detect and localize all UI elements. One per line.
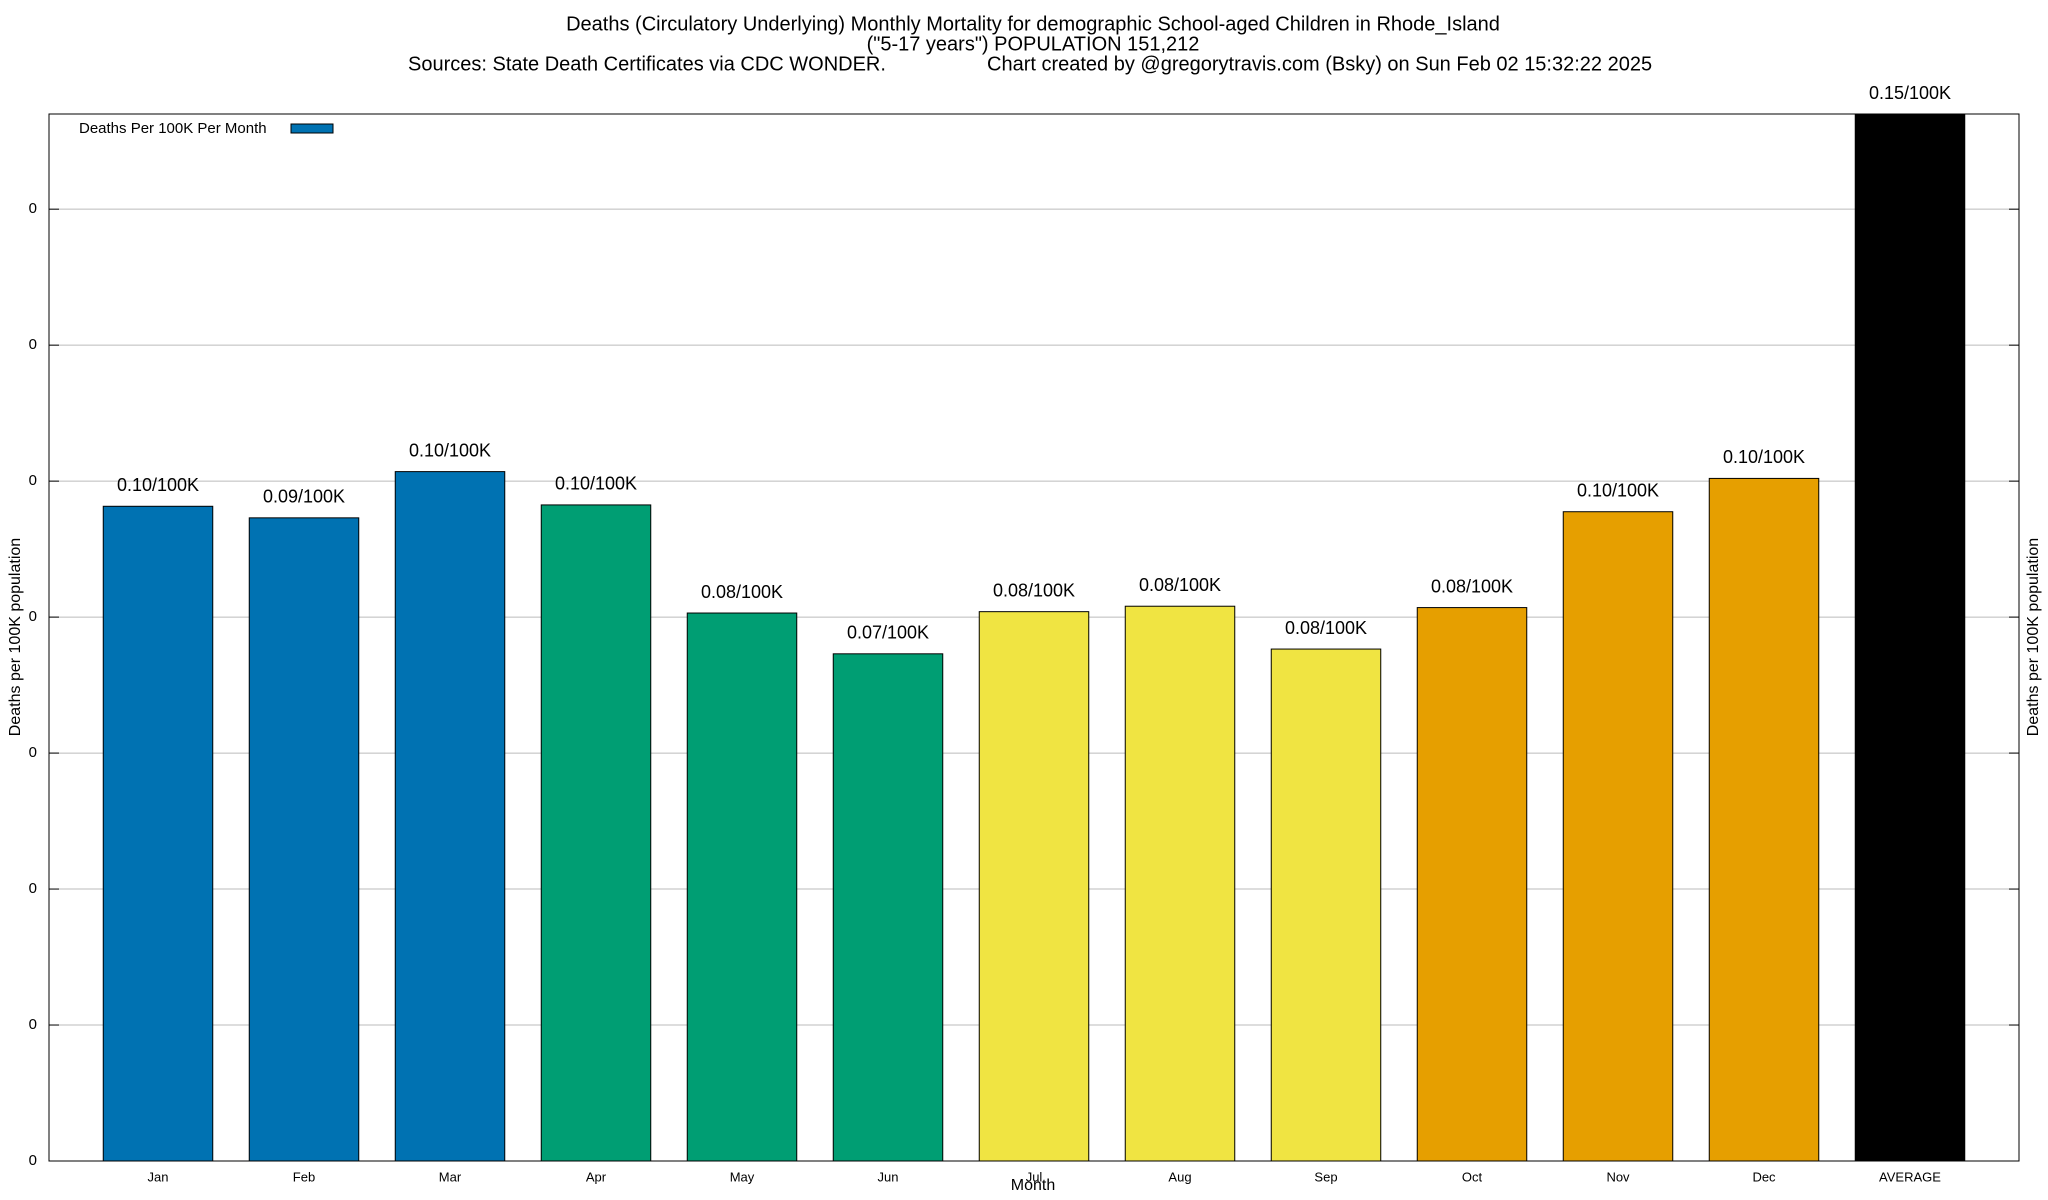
x-tick-label: Sep [1314, 1169, 1337, 1184]
y-tick-label: 0 [29, 880, 37, 897]
bar [978, 611, 1090, 1162]
x-tick-label: Mar [439, 1169, 462, 1184]
bar [1854, 113, 1966, 1162]
x-tick-label: Apr [586, 1169, 607, 1184]
y-tick-label: 0 [29, 744, 37, 761]
x-axis-label: Month [1011, 1177, 1055, 1194]
bar [248, 517, 360, 1162]
value-label: 0.10/100K [409, 440, 491, 460]
y-tick-label: 0 [29, 608, 37, 625]
y-tick-label: 0 [29, 1152, 37, 1169]
bar [102, 505, 214, 1162]
x-tick-label: AVERAGE [1879, 1169, 1941, 1184]
x-tick-label: Jul [1026, 1169, 1043, 1184]
value-label: 0.08/100K [1431, 576, 1513, 596]
value-label: 0.07/100K [847, 623, 929, 643]
y2-axis-label: Deaths per 100K population [2025, 538, 2042, 736]
bar [1270, 648, 1382, 1162]
y-tick-label: 0 [29, 1016, 37, 1033]
legend-swatch [290, 123, 334, 134]
chart-subtitle: ("5-17 years") POPULATION 151,212 [867, 33, 1200, 55]
x-tick-label: Aug [1168, 1169, 1191, 1184]
y-axis-label: Deaths per 100K population [7, 538, 24, 736]
chart-title: Deaths (Circulatory Underlying) Monthly … [566, 13, 1500, 35]
value-label: 0.10/100K [117, 475, 199, 495]
bar [1708, 477, 1820, 1162]
chart-subtitle: Chart created by @gregorytravis.com (Bsk… [987, 53, 1652, 75]
value-label: 0.08/100K [1139, 575, 1221, 595]
value-label: 0.15/100K [1869, 83, 1951, 103]
x-tick-label: Dec [1752, 1169, 1776, 1184]
value-label: 0.10/100K [555, 474, 637, 494]
x-tick-label: Jun [878, 1169, 899, 1184]
bar [832, 653, 944, 1162]
value-label: 0.10/100K [1723, 447, 1805, 467]
y-tick-label: 0 [29, 200, 37, 217]
bar [394, 471, 506, 1162]
x-tick-label: May [730, 1169, 755, 1184]
x-tick-label: Nov [1606, 1169, 1630, 1184]
value-label: 0.08/100K [701, 582, 783, 602]
x-tick-label: Oct [1462, 1169, 1483, 1184]
bar [1124, 605, 1236, 1162]
legend-label: Deaths Per 100K Per Month [79, 120, 267, 137]
value-label: 0.09/100K [263, 487, 345, 507]
value-label: 0.08/100K [1285, 618, 1367, 638]
chart-subtitle: Sources: State Death Certificates via CD… [408, 53, 886, 75]
x-tick-label: Feb [293, 1169, 315, 1184]
x-tick-label: Jan [148, 1169, 169, 1184]
y-tick-label: 0 [29, 336, 37, 353]
value-label: 0.10/100K [1577, 480, 1659, 500]
bar [1416, 607, 1528, 1162]
bar [686, 612, 798, 1162]
value-label: 0.08/100K [993, 580, 1075, 600]
bar [540, 504, 652, 1162]
y-tick-label: 0 [29, 472, 37, 489]
bar [1562, 511, 1674, 1162]
